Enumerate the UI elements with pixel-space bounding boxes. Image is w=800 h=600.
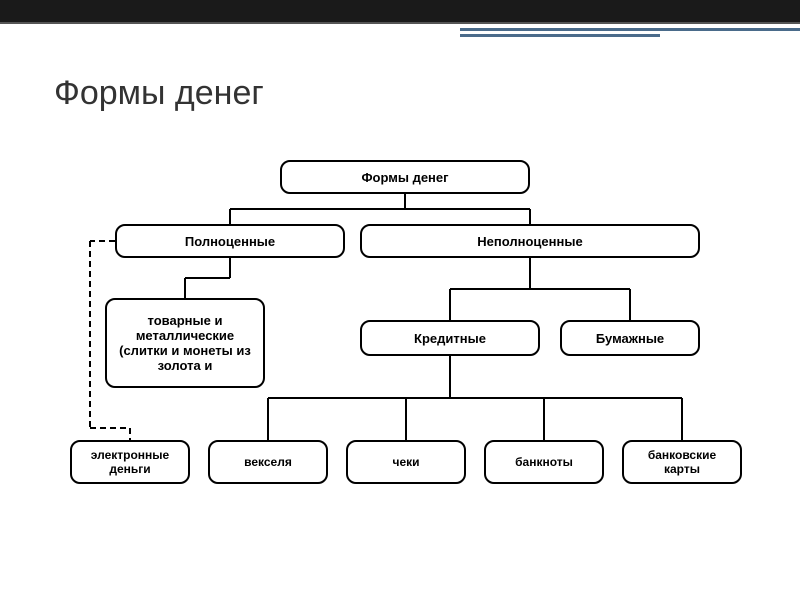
window-top-bar	[0, 0, 800, 24]
node-elec: электронные деньги	[70, 440, 190, 484]
node-goods: товарные и металлические (слитки и монет…	[105, 298, 265, 388]
node-root: Формы денег	[280, 160, 530, 194]
hierarchy-diagram: Формы денег Полноценные Неполноценные товар…	[0, 150, 800, 570]
node-veks: векселя	[208, 440, 328, 484]
page-title: Формы денег	[54, 74, 800, 113]
node-cred: Кредитные	[360, 320, 540, 356]
node-cards: банковские карты	[622, 440, 742, 484]
node-nfull: Неполноценные	[360, 224, 700, 258]
node-cheki: чеки	[346, 440, 466, 484]
node-paper: Бумажные	[560, 320, 700, 356]
slide-accent	[460, 28, 800, 37]
node-bank: банкноты	[484, 440, 604, 484]
node-full: Полноценные	[115, 224, 345, 258]
